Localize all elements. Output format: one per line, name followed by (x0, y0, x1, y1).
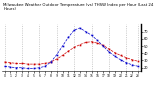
Text: Milwaukee Weather Outdoor Temperature (vs) THSW Index per Hour (Last 24 Hours): Milwaukee Weather Outdoor Temperature (v… (3, 3, 154, 11)
